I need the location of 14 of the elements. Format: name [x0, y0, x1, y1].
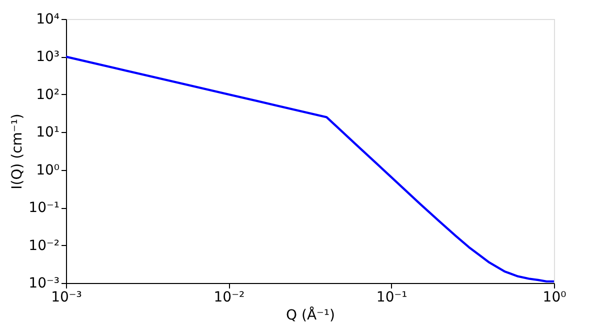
x-tick-label: 10⁻² [214, 290, 245, 306]
y-axis-title: I(Q) (cm⁻¹) [10, 114, 26, 190]
x-tick-label: 10⁻³ [51, 290, 82, 306]
y-tick-label: 10⁻² [28, 238, 60, 254]
x-tick-label: 10⁰ [542, 290, 567, 306]
x-tick-label: 10⁻¹ [376, 290, 408, 306]
y-tick-label: 10⁰ [36, 162, 60, 178]
y-tick-label: 10⁻³ [28, 276, 60, 292]
y-tick-label: 10⁴ [36, 12, 60, 28]
y-tick-label: 10¹ [36, 124, 60, 141]
y-tick-label: 10⁻¹ [28, 200, 60, 216]
x-axis-title: Q (Å⁻¹) [286, 306, 335, 324]
y-tick-label: 10³ [36, 49, 60, 66]
y-tick-label: 10² [36, 86, 60, 103]
